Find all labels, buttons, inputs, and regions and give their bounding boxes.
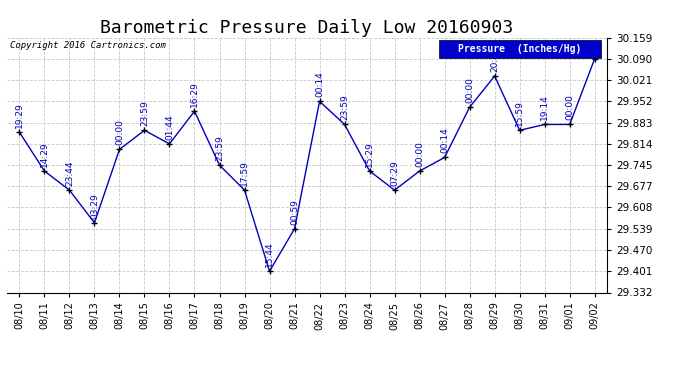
Text: 00:14: 00:14 — [440, 128, 449, 153]
Text: 20:44: 20:44 — [490, 46, 499, 72]
Text: 15:29: 15:29 — [365, 141, 374, 167]
Text: 01:44: 01:44 — [165, 114, 174, 140]
Text: 16:29: 16:29 — [190, 81, 199, 107]
Text: 23:59: 23:59 — [140, 100, 149, 126]
FancyBboxPatch shape — [439, 39, 601, 58]
Text: 00:00: 00:00 — [115, 119, 124, 145]
Text: 14:29: 14:29 — [40, 141, 49, 167]
Text: 00:00: 00:00 — [415, 141, 424, 167]
Text: Copyright 2016 Cartronics.com: Copyright 2016 Cartronics.com — [10, 41, 166, 50]
Text: 23:59: 23:59 — [340, 94, 349, 120]
Text: Pressure  (Inches/Hg): Pressure (Inches/Hg) — [458, 44, 582, 54]
Text: 19:29: 19:29 — [15, 102, 24, 128]
Text: 00:00: 00:00 — [465, 77, 474, 103]
Text: 00:14: 00:14 — [315, 71, 324, 97]
Text: 17:59: 17:59 — [240, 160, 249, 186]
Text: 00:00: 00:00 — [565, 94, 574, 120]
Text: 19:14: 19:14 — [540, 94, 549, 120]
Text: 07:29: 07:29 — [390, 160, 399, 186]
Text: 15:44: 15:44 — [265, 242, 274, 267]
Text: 00:59: 00:59 — [290, 199, 299, 225]
Text: 15:59: 15:59 — [515, 100, 524, 126]
Text: 23:44: 23:44 — [65, 160, 74, 186]
Text: 03:29: 03:29 — [90, 193, 99, 219]
Text: 23:59: 23:59 — [215, 135, 224, 161]
Title: Barometric Pressure Daily Low 20160903: Barometric Pressure Daily Low 20160903 — [101, 20, 513, 38]
Text: 20: 20 — [590, 43, 599, 55]
